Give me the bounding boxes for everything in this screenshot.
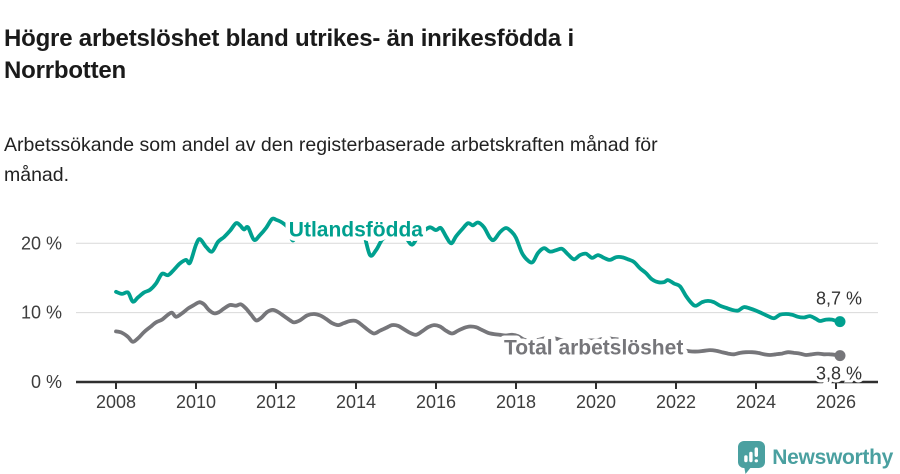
x-tick-label: 2014: [336, 392, 376, 412]
x-tick-label: 2020: [576, 392, 616, 412]
x-tick-label: 2010: [176, 392, 216, 412]
x-tick-label: 2026: [816, 392, 856, 412]
newsworthy-logo-icon: [738, 441, 766, 474]
x-tick-label: 2018: [496, 392, 536, 412]
chart-subtitle: Arbetssökande som andel av den registerb…: [4, 130, 794, 190]
end-value-label-utlandsfodda: 8,7 %: [816, 289, 862, 309]
subtitle-line-1: Arbetssökande som andel av den registerb…: [4, 133, 658, 156]
end-dot-total: [834, 350, 846, 362]
newsworthy-brand-link[interactable]: Newsworthy: [738, 441, 893, 474]
series-label-utlandsfodda: Utlandsfödda: [289, 218, 423, 241]
end-dot-utlandsfodda: [834, 316, 846, 328]
y-tick-label: 10 %: [21, 303, 62, 323]
y-tick-label: 0 %: [31, 372, 62, 392]
y-tick-label: 20 %: [21, 233, 62, 253]
unemployment-line-chart: 0 % 10 % 20 % Utlandsfödda Total arbetslöshe…: [21, 214, 878, 412]
x-tick-label: 2012: [256, 392, 296, 412]
x-tick-label: 2022: [656, 392, 696, 412]
x-tick-label: 2024: [736, 392, 776, 412]
subtitle-line-2: månad.: [4, 163, 70, 186]
x-tick-label: 2016: [416, 392, 456, 412]
series-label-total: Total arbetslöshet: [504, 336, 683, 359]
title-line-1: Högre arbetslöshet bland utrikes- än inr…: [4, 25, 574, 53]
end-value-label-total: 3,8 %: [816, 364, 862, 384]
title-line-2: Norrbotten: [4, 57, 126, 85]
page-title: Högre arbetslöshet bland utrikes- än inr…: [4, 23, 794, 87]
brand-name: Newsworthy: [772, 445, 893, 469]
x-tick-label: 2008: [96, 392, 136, 412]
series-line-total: [114, 300, 842, 358]
series-line-utlandsfodda: [114, 216, 842, 324]
